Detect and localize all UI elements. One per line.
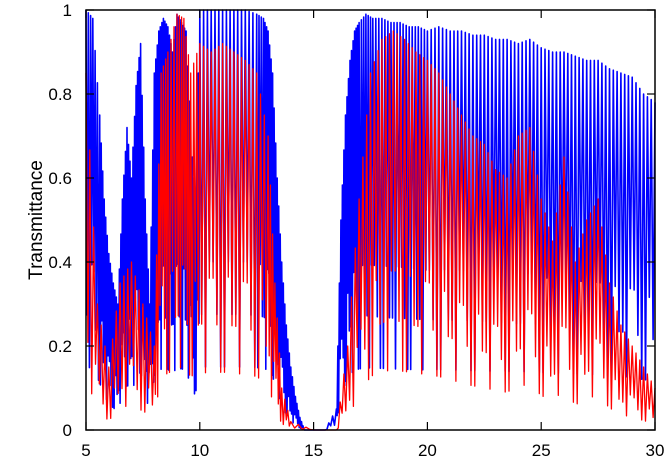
y-tick-label: 0.2	[48, 337, 72, 356]
x-tick-label: 10	[190, 441, 209, 460]
plot-frame	[85, 9, 656, 431]
y-tick-label: 0	[63, 421, 72, 440]
y-tick-label: 0.6	[48, 169, 72, 188]
plot-area	[85, 9, 656, 431]
x-tick-label: 15	[304, 441, 323, 460]
axis-ticks: 5 10 15 20 25 30 0 0.2 0.4 0.6 0.8 1	[48, 1, 664, 460]
x-tick-label: 30	[646, 441, 665, 460]
y-axis-title: Transmittance	[26, 160, 47, 280]
y-tick-label: 1	[63, 1, 72, 20]
series-line-red	[85, 13, 656, 431]
x-tick-label: 20	[418, 441, 437, 460]
y-tick-label: 0.4	[48, 253, 72, 272]
x-tick-label: 25	[532, 441, 551, 460]
y-tick-label: 0.8	[48, 85, 72, 104]
x-tick-label: 5	[81, 441, 90, 460]
